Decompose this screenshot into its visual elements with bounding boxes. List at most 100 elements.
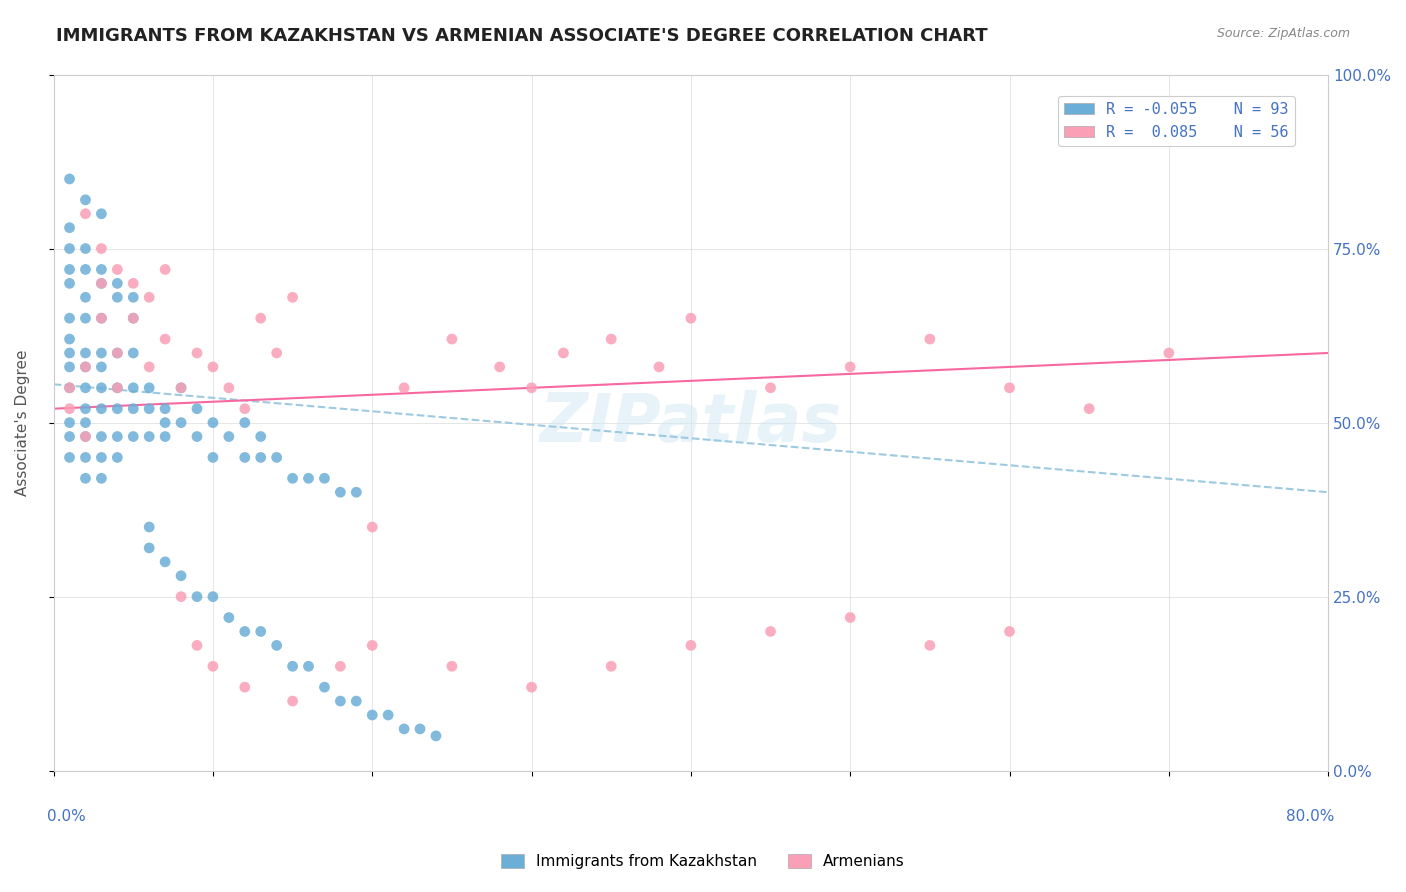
Y-axis label: Associate's Degree: Associate's Degree	[15, 350, 30, 496]
Point	[170, 381, 193, 395]
Point	[170, 590, 193, 604]
Point	[122, 401, 145, 416]
Point	[520, 381, 543, 395]
Point	[1237, 103, 1260, 117]
Point	[249, 624, 271, 639]
Point	[58, 381, 80, 395]
Point	[361, 520, 384, 534]
Point	[90, 471, 112, 485]
Point	[329, 694, 352, 708]
Point	[90, 242, 112, 256]
Point	[600, 659, 623, 673]
Point	[440, 332, 463, 346]
Point	[153, 555, 176, 569]
Point	[122, 381, 145, 395]
Point	[344, 694, 367, 708]
Point	[425, 729, 447, 743]
Point	[122, 311, 145, 326]
Point	[58, 429, 80, 443]
Point	[281, 471, 304, 485]
Point	[90, 359, 112, 374]
Point	[105, 429, 128, 443]
Point	[679, 311, 702, 326]
Point	[90, 277, 112, 291]
Point	[186, 401, 208, 416]
Point	[170, 416, 193, 430]
Point	[266, 346, 288, 360]
Point	[90, 401, 112, 416]
Point	[679, 639, 702, 653]
Point	[218, 429, 240, 443]
Point	[75, 429, 97, 443]
Point	[75, 450, 97, 465]
Point	[58, 416, 80, 430]
Point	[329, 659, 352, 673]
Point	[138, 290, 160, 304]
Point	[58, 242, 80, 256]
Point	[218, 610, 240, 624]
Point	[90, 346, 112, 360]
Point	[75, 193, 97, 207]
Point	[138, 359, 160, 374]
Point	[138, 381, 160, 395]
Point	[122, 290, 145, 304]
Point	[266, 639, 288, 653]
Point	[122, 429, 145, 443]
Text: 0.0%: 0.0%	[48, 809, 86, 824]
Point	[170, 381, 193, 395]
Point	[281, 290, 304, 304]
Point	[90, 381, 112, 395]
Point	[233, 624, 256, 639]
Text: IMMIGRANTS FROM KAZAKHSTAN VS ARMENIAN ASSOCIATE'S DEGREE CORRELATION CHART: IMMIGRANTS FROM KAZAKHSTAN VS ARMENIAN A…	[56, 27, 988, 45]
Point	[233, 680, 256, 694]
Point	[186, 429, 208, 443]
Point	[170, 568, 193, 582]
Point	[75, 311, 97, 326]
Point	[75, 262, 97, 277]
Point	[1078, 401, 1101, 416]
Point	[377, 708, 399, 723]
Point	[998, 381, 1021, 395]
Point	[90, 277, 112, 291]
Point	[153, 332, 176, 346]
Point	[314, 680, 336, 694]
Point	[122, 277, 145, 291]
Point	[105, 262, 128, 277]
Point	[138, 429, 160, 443]
Legend: Immigrants from Kazakhstan, Armenians: Immigrants from Kazakhstan, Armenians	[495, 848, 911, 875]
Point	[58, 172, 80, 186]
Point	[105, 346, 128, 360]
Point	[249, 311, 271, 326]
Point	[90, 311, 112, 326]
Point	[186, 639, 208, 653]
Point	[58, 277, 80, 291]
Point	[105, 401, 128, 416]
Legend: R = -0.055    N = 93, R =  0.085    N = 56: R = -0.055 N = 93, R = 0.085 N = 56	[1057, 96, 1295, 146]
Point	[90, 450, 112, 465]
Point	[201, 659, 224, 673]
Point	[297, 471, 319, 485]
Point	[90, 311, 112, 326]
Point	[839, 610, 862, 624]
Point	[105, 381, 128, 395]
Point	[75, 429, 97, 443]
Point	[201, 590, 224, 604]
Point	[138, 541, 160, 555]
Point	[344, 485, 367, 500]
Point	[153, 262, 176, 277]
Point	[329, 485, 352, 500]
Point	[233, 416, 256, 430]
Point	[75, 416, 97, 430]
Point	[90, 429, 112, 443]
Point	[122, 311, 145, 326]
Point	[998, 624, 1021, 639]
Point	[759, 624, 782, 639]
Point	[153, 429, 176, 443]
Point	[122, 346, 145, 360]
Point	[297, 659, 319, 673]
Point	[201, 359, 224, 374]
Point	[281, 694, 304, 708]
Point	[233, 401, 256, 416]
Point	[600, 332, 623, 346]
Point	[153, 401, 176, 416]
